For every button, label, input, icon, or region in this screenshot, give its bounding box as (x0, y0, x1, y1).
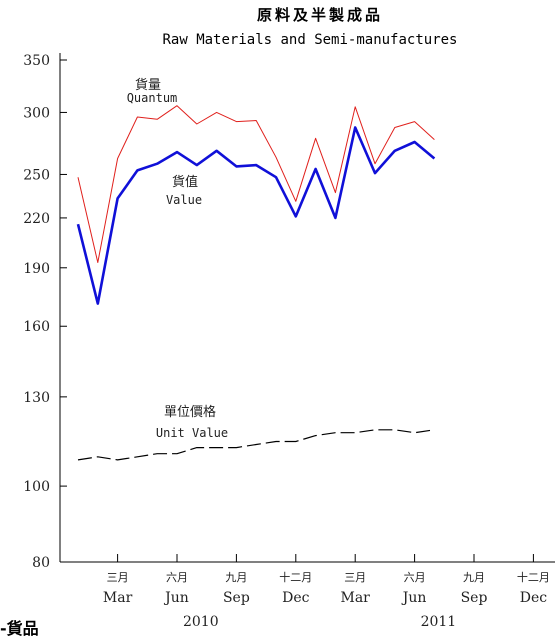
plot-frame (59, 53, 555, 563)
series-group (76, 105, 436, 461)
y-tick-label: 130 (23, 390, 50, 406)
x-tick-label-en: Jun (401, 590, 427, 606)
footer-cutoff-text: -貨品 (0, 619, 39, 638)
y-tick-label: 300 (23, 105, 50, 121)
x-tick-label-zh: 十二月 (279, 570, 312, 584)
x-tick-label-en: Sep (461, 590, 488, 606)
series-line-quantum (77, 105, 435, 263)
series-line-unit-value (77, 429, 435, 461)
y-tick-label: 80 (32, 555, 50, 571)
y-ticks: 80 100 130 160 190 220 250 300 350 (23, 53, 67, 571)
x-year-label: 2010 (183, 614, 219, 630)
x-ticks: 三月 Mar 六月 Jun 九月 Sep 十二月 Dec 三月 Mar 六月 Jun 九月 Sep 十二月 D… (103, 554, 550, 606)
x-tick-label-zh: 六月 (166, 571, 188, 584)
x-tick-label-en: Sep (223, 590, 250, 606)
series-label-value-zh: 貨值 (172, 174, 198, 190)
series-label-unit-value-zh: 單位價格 (164, 404, 216, 420)
series-label-quantum-en: Quantum (127, 91, 178, 105)
x-tick-label-en: Jun (163, 590, 189, 606)
y-tick-label: 100 (23, 479, 50, 495)
x-tick-label-en: Dec (282, 590, 310, 606)
x-tick-label-zh: 十二月 (517, 570, 550, 584)
series-label-value-en: Value (166, 193, 202, 207)
chart-subtitle: Raw Materials and Semi-manufactures (162, 32, 457, 48)
x-year-label: 2011 (421, 614, 457, 630)
x-tick-label-zh: 九月 (225, 571, 247, 584)
y-tick-label: 220 (23, 211, 50, 227)
x-tick-label-en: Mar (341, 590, 371, 606)
chart-title: 原料及半製成品 (257, 6, 383, 24)
y-tick-label: 190 (23, 261, 50, 277)
x-tick-label-zh: 九月 (463, 571, 485, 584)
x-tick-label-zh: 三月 (344, 571, 366, 584)
year-labels: 2010 2011 (183, 614, 456, 630)
y-tick-label: 350 (23, 53, 50, 69)
y-tick-label: 160 (23, 319, 50, 335)
series-label-quantum-zh: 貨量 (135, 77, 161, 93)
x-tick-label-zh: 三月 (107, 571, 129, 584)
x-tick-label-en: Dec (520, 590, 548, 606)
x-tick-label-zh: 六月 (404, 571, 426, 584)
y-tick-label: 250 (23, 167, 50, 183)
series-line-value (76, 126, 436, 305)
series-label-unit-value-en: Unit Value (156, 426, 228, 440)
x-tick-label-en: Mar (103, 590, 133, 606)
